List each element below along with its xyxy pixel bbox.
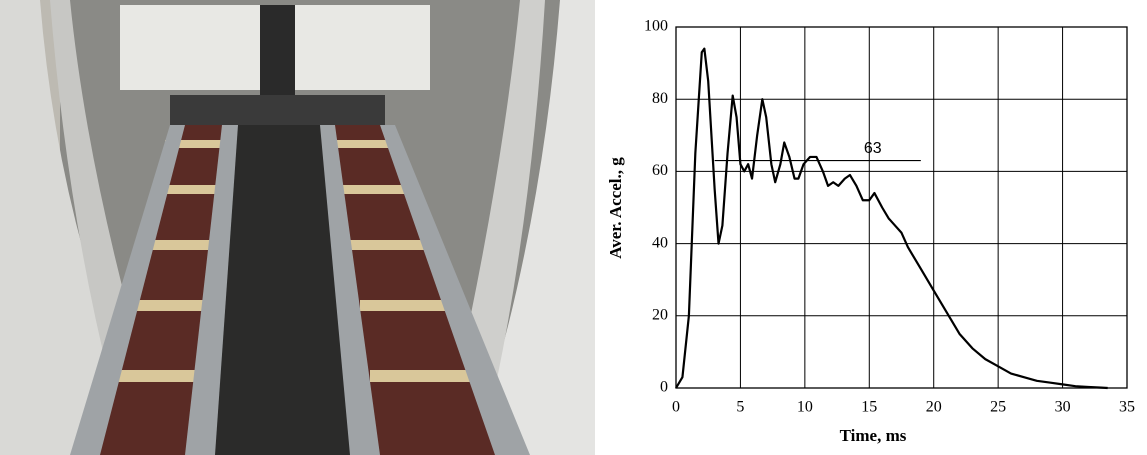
y-tick-label: 100 xyxy=(644,18,668,35)
x-tick-label: 0 xyxy=(672,399,680,416)
x-tick-label: 15 xyxy=(861,399,877,416)
photo xyxy=(0,0,595,455)
plot-frame xyxy=(676,27,1127,388)
chart: Time, ms Aver. Accel., g 0 20 40 60 80 100 0 5 1… xyxy=(595,0,1147,455)
x-tick-label: 25 xyxy=(990,399,1006,416)
y-tick-label: 60 xyxy=(652,162,668,179)
x-axis-label: Time, ms xyxy=(840,426,907,445)
y-tick-label: 40 xyxy=(652,234,668,251)
y-axis-label: Aver. Accel., g xyxy=(606,157,625,259)
x-tick-label: 20 xyxy=(926,399,942,416)
y-tick-label: 0 xyxy=(660,379,668,396)
y-tick-label: 20 xyxy=(652,306,668,323)
x-tick-label: 5 xyxy=(736,399,744,416)
page: Time, ms Aver. Accel., g 0 20 40 60 80 100 0 5 1… xyxy=(0,0,1147,455)
y-tick-label: 80 xyxy=(652,90,668,107)
reference-label: 63 xyxy=(864,140,882,157)
x-tick-label: 30 xyxy=(1055,399,1071,416)
x-tick-label: 35 xyxy=(1119,399,1135,416)
x-tick-label: 10 xyxy=(797,399,813,416)
